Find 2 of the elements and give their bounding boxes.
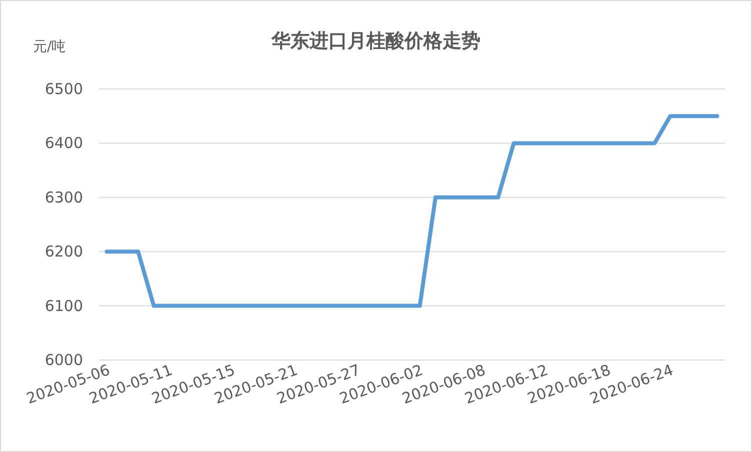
title: 华东进口月桂酸价格走势 bbox=[272, 30, 480, 52]
ylabel: 元/吨 bbox=[33, 39, 66, 55]
